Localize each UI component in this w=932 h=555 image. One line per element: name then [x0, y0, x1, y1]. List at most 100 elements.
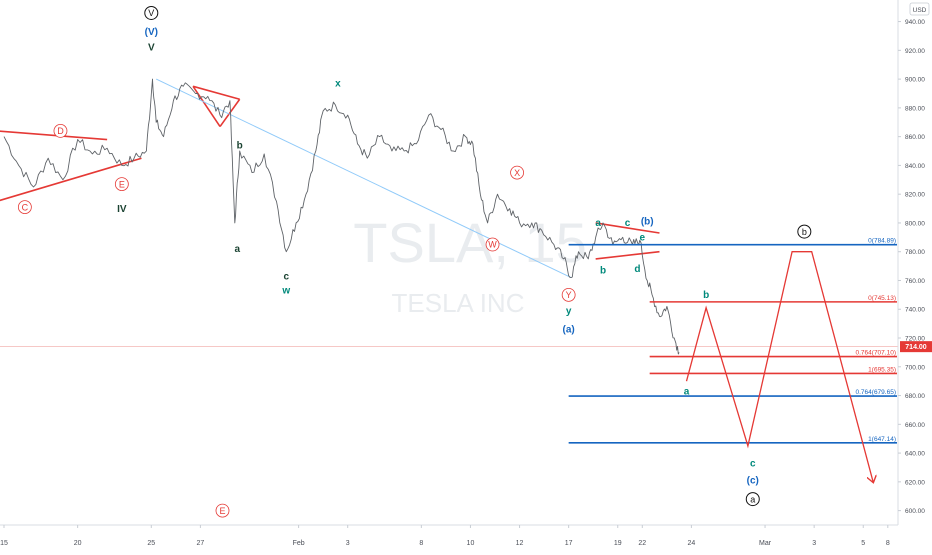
price-tick-label: 740.00: [905, 307, 925, 314]
trend-line[interactable]: [595, 222, 660, 234]
price-tick-label: 620.00: [905, 479, 925, 486]
wave-label-circle: [510, 165, 524, 180]
price-tick-label: 820.00: [905, 192, 925, 199]
price-series-line: [3, 78, 680, 355]
wave-label-circle: [17, 200, 32, 215]
time-tick-label: 24: [688, 540, 696, 547]
price-tick-label: 920.00: [905, 48, 925, 55]
wave-label-circle: [114, 177, 129, 192]
price-tick-label: 680.00: [905, 393, 925, 400]
fib-level-label: 0(745.13): [868, 295, 896, 302]
time-tick-label: 15: [0, 540, 8, 547]
time-tick-label: 3: [812, 540, 816, 547]
watermark-name: TESLA INC: [392, 288, 525, 318]
wave-label-circle: [797, 224, 812, 239]
time-tick-label: 22: [638, 540, 646, 547]
fib-level-label: 0(784.89): [868, 238, 896, 245]
price-tick-label: 600.00: [905, 508, 925, 515]
time-axis[interactable]: 15202527Feb38101217192224Mar35810: [0, 525, 932, 547]
wave-label: x: [335, 79, 341, 90]
wave-label: E: [119, 179, 125, 189]
price-tick-label: 800.00: [905, 220, 925, 227]
wave-label: W: [488, 240, 497, 250]
price-tick-label: 720.00: [905, 336, 925, 343]
time-tick-label: 5: [861, 540, 865, 547]
trend-line[interactable]: [192, 85, 240, 101]
wave-label-circle: [745, 492, 760, 507]
wave-label: C: [22, 202, 29, 212]
trend-line[interactable]: [219, 98, 241, 128]
wave-label: (b): [641, 217, 654, 228]
price-tick-label: 880.00: [905, 105, 925, 112]
fib-level-label: 1(695.35): [868, 366, 896, 373]
time-tick-label: 12: [516, 540, 524, 547]
price-tick-label: 860.00: [905, 134, 925, 141]
last-price-tag: 714.00: [900, 341, 932, 353]
time-tick-label: 17: [565, 540, 573, 547]
wave-label: (V): [145, 27, 158, 38]
wave-label: e: [640, 233, 646, 244]
trend-line[interactable]: [0, 157, 142, 202]
time-tick-label: 25: [147, 540, 155, 547]
time-tick-label: 20: [74, 540, 82, 547]
wave-label: b: [802, 227, 807, 237]
projection-path[interactable]: [685, 251, 874, 482]
wave-label-circle: [144, 5, 159, 20]
trend-line[interactable]: [155, 78, 572, 279]
price-tick-label: 840.00: [905, 163, 925, 170]
price-tick-label: 700.00: [905, 364, 925, 371]
time-tick-label: 8: [419, 540, 423, 547]
price-axis[interactable]: 940.00 920.00 900.00 880.00 860.00 840.00 820.…: [898, 19, 925, 515]
fib-level-label: 0.764(707.10): [856, 350, 896, 357]
time-tick-label: 3: [346, 540, 350, 547]
currency-badge: USD: [909, 2, 930, 16]
wave-label: c: [625, 218, 631, 229]
wave-label-circle: [53, 123, 68, 138]
price-tick-label: 780.00: [905, 249, 925, 256]
wave-label: w: [281, 286, 290, 297]
wave-label: IV: [117, 204, 127, 215]
wave-label: Y: [566, 290, 572, 300]
wave-label: V: [148, 8, 154, 18]
wave-label: V: [148, 43, 155, 54]
fib-level-label: 0.764(679.65): [856, 389, 896, 396]
time-tick-label: 8: [886, 540, 890, 547]
price-tick-label: 640.00: [905, 451, 925, 458]
time-tick-label: Mar: [759, 540, 772, 547]
wave-label: a: [595, 218, 601, 229]
wave-label: (c): [747, 476, 759, 487]
fib-level-label: 1(647.14): [868, 436, 896, 443]
wave-label: b: [703, 290, 709, 301]
wave-label: c: [750, 458, 756, 469]
time-tick-label: 19: [614, 540, 622, 547]
watermark-symbol: TSLA, 15: [353, 211, 586, 274]
currency-label: USD: [913, 7, 927, 14]
price-layer: [3, 78, 680, 355]
price-tick-label: 660.00: [905, 422, 925, 429]
time-tick-label: 10: [467, 540, 475, 547]
projection-layer: [685, 251, 874, 482]
trend-line[interactable]: [0, 130, 108, 141]
price-tick-label: 900.00: [905, 77, 925, 84]
wave-label: d: [634, 264, 640, 275]
time-tick-label: Feb: [293, 540, 305, 547]
wave-label-circle: [215, 503, 230, 518]
wave-label: (a): [563, 325, 575, 336]
wave-label: c: [284, 271, 290, 282]
price-tick-label: 940.00: [905, 19, 925, 26]
wave-label: a: [750, 494, 755, 504]
wave-label: a: [234, 244, 240, 255]
wave-label: b: [600, 266, 606, 277]
wave-label: b: [237, 140, 243, 151]
last-price-label: 714.00: [905, 344, 927, 351]
symbol-watermark: TSLA, 15 TESLA INC: [353, 211, 586, 318]
trend-line[interactable]: [595, 250, 660, 260]
time-tick-label: 27: [197, 540, 205, 547]
wave-label: X: [514, 168, 520, 178]
wave-label-circle: [561, 287, 576, 302]
wave-label: E: [219, 506, 225, 516]
